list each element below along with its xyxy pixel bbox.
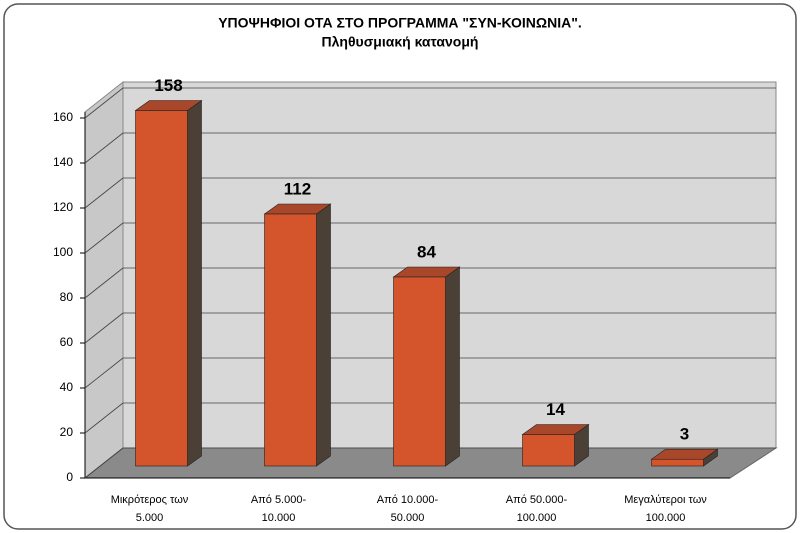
grid-line bbox=[84, 402, 124, 434]
x-tick-label-line: 100.000 bbox=[646, 512, 686, 524]
bar-side bbox=[316, 203, 331, 467]
x-tick-label: Από 50.000- 100.000 bbox=[506, 494, 568, 524]
chart-title: ΥΠΟΨΗΦΙΟΙ ΟΤΑ ΣΤΟ ΠΡΟΓΡΑΜΜΑ "ΣΥΝ-ΚΟΙΝΩΝΙ… bbox=[218, 15, 582, 31]
x-tick-label-line: Μεγαλύτεροι των bbox=[624, 494, 707, 506]
x-tick-label: Από 5.000- 10.000 bbox=[251, 494, 307, 524]
bar bbox=[521, 423, 590, 467]
bar-front bbox=[393, 276, 446, 467]
bar-front bbox=[522, 434, 575, 467]
y-tick-label: 80 bbox=[60, 290, 74, 304]
x-tick-label-line: Από 10.000- bbox=[377, 494, 439, 506]
x-tick-label-line: 5.000 bbox=[136, 512, 164, 524]
value-label: 3 bbox=[680, 425, 689, 444]
grid-line bbox=[84, 132, 124, 164]
x-tick-label-line: 50.000 bbox=[391, 512, 425, 524]
y-tick-label: 40 bbox=[60, 380, 74, 394]
value-label: 158 bbox=[154, 76, 182, 95]
bar-front bbox=[651, 458, 704, 467]
x-tick-label: Μεγαλύτεροι των 100.000 bbox=[624, 494, 707, 524]
value-label: 14 bbox=[546, 400, 565, 419]
x-tick-label: Μικρότερος των 5.000 bbox=[111, 494, 189, 524]
y-tick-label: 160 bbox=[53, 110, 73, 124]
grid-line bbox=[84, 312, 124, 344]
bar-front bbox=[135, 110, 188, 467]
y-tick-label: 20 bbox=[60, 425, 74, 439]
bar-side bbox=[445, 266, 460, 467]
grid-line bbox=[84, 177, 124, 209]
grid-line bbox=[84, 267, 124, 299]
bar bbox=[650, 448, 719, 467]
x-tick-label-line: Από 50.000- bbox=[506, 494, 568, 506]
x-tick-label: Από 10.000- 50.000 bbox=[377, 494, 439, 524]
y-tick-label: 60 bbox=[60, 335, 74, 349]
x-tick-label-line: 100.000 bbox=[517, 512, 557, 524]
bar-front bbox=[264, 213, 317, 467]
grid-line bbox=[84, 87, 124, 119]
y-tick-label: 100 bbox=[53, 245, 73, 259]
bar-side bbox=[187, 99, 202, 467]
y-tick-label: 140 bbox=[53, 155, 73, 169]
y-tick-label: 120 bbox=[53, 200, 73, 214]
bar bbox=[392, 266, 461, 467]
grid-line bbox=[84, 447, 124, 479]
side-wall bbox=[84, 80, 124, 480]
bar bbox=[134, 99, 203, 467]
value-label: 84 bbox=[417, 242, 436, 261]
chart-subtitle: Πληθυσμιακή κατανομή bbox=[322, 34, 479, 50]
grid-line bbox=[84, 222, 124, 254]
bar bbox=[263, 203, 332, 467]
x-tick-label-line: Από 5.000- bbox=[251, 494, 307, 506]
y-tick-label: 0 bbox=[66, 470, 73, 484]
x-tick-label-line: Μικρότερος των bbox=[111, 494, 189, 506]
x-tick-label-line: 10.000 bbox=[262, 512, 296, 524]
value-label: 112 bbox=[284, 179, 311, 198]
grid-line bbox=[84, 357, 124, 389]
